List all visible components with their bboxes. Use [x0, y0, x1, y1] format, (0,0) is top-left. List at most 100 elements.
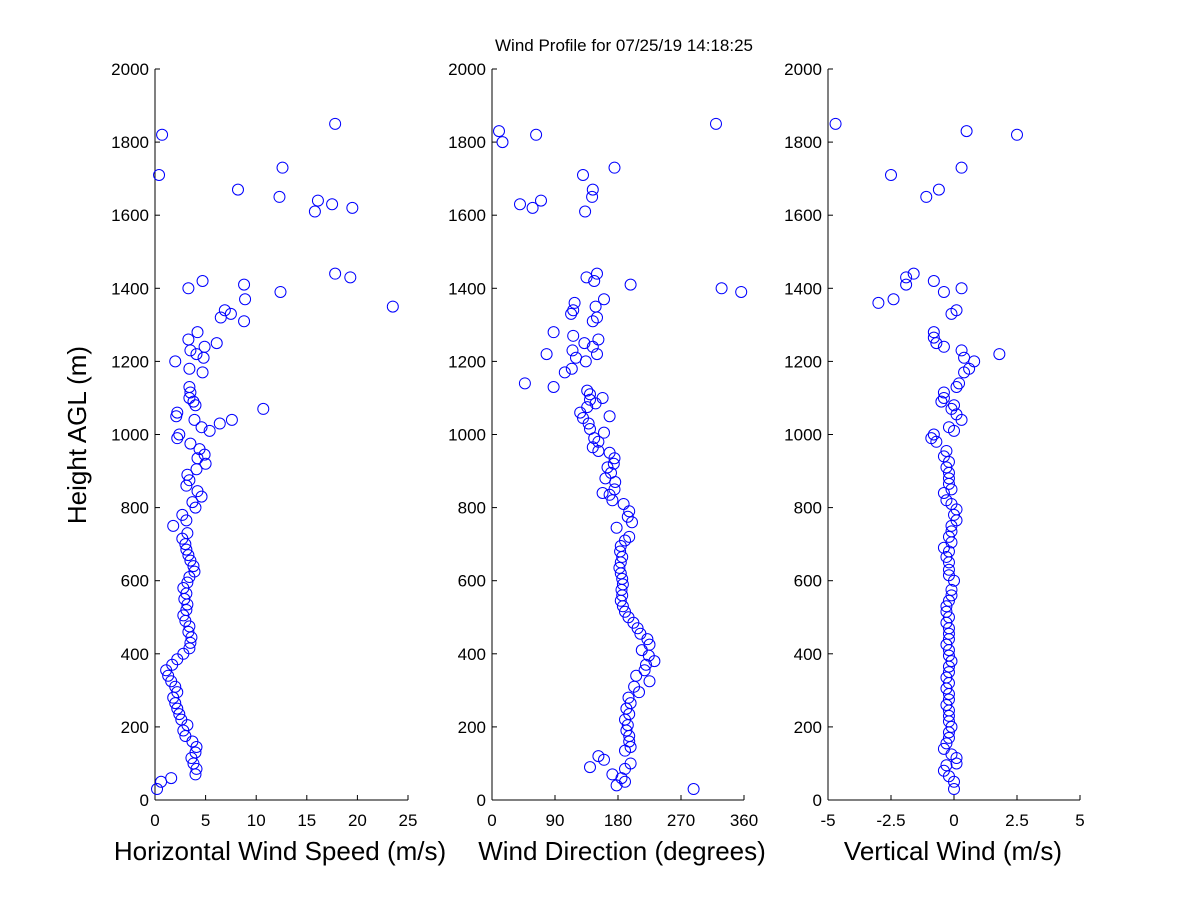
y-tick-label-vertical: 1200 [784, 352, 822, 371]
data-point-direction [624, 697, 637, 710]
data-point-direction [584, 423, 596, 436]
data-point-speed [276, 161, 289, 174]
data-point-vertical [932, 183, 945, 196]
y-tick-label-direction: 1400 [448, 279, 486, 298]
data-point-speed [169, 355, 182, 368]
data-point-vertical [1011, 128, 1023, 141]
data-point-speed [156, 128, 169, 141]
data-point-speed [187, 395, 200, 408]
data-point-direction [514, 198, 526, 211]
y-tick-label-speed: 200 [121, 718, 149, 737]
data-point-speed [213, 417, 226, 430]
data-point-speed [153, 168, 166, 181]
data-point-vertical [945, 720, 958, 733]
data-point-vertical [945, 402, 958, 415]
data-point-vertical [937, 742, 950, 755]
y-tick-label-vertical: 1000 [784, 426, 822, 445]
data-point-speed [274, 285, 287, 298]
data-point-speed [151, 783, 164, 796]
data-point-direction [577, 412, 589, 425]
panel-vertical-wind: Vertical Wind (m/s) 0 200 400 600 800 1000 120… [784, 60, 1085, 866]
data-point-vertical [940, 638, 953, 651]
data-point-speed [196, 366, 209, 379]
y-tick-label-direction: 1800 [448, 133, 486, 152]
data-point-direction [622, 691, 635, 704]
data-point-vertical [937, 285, 950, 298]
data-point-vertical [948, 399, 960, 412]
data-point-speed [175, 713, 188, 726]
xlabel-wind-direction: Wind Direction (degrees) [478, 836, 766, 866]
data-point-vertical [937, 391, 950, 404]
data-point-direction [598, 293, 610, 306]
data-point-direction [596, 391, 609, 404]
data-point-direction [578, 337, 591, 350]
data-point-speed [162, 669, 175, 682]
data-point-direction [592, 750, 605, 763]
y-tick-label-speed: 400 [121, 645, 149, 664]
y-tick-label-vertical: 200 [794, 718, 822, 737]
data-point-speed [171, 702, 184, 715]
figure-title: Wind Profile for 07/25/19 14:18:25 [495, 36, 753, 55]
data-point-vertical [950, 380, 963, 393]
data-point-vertical [900, 278, 913, 291]
y-tick-label-vertical: 400 [794, 645, 822, 664]
data-point-direction [630, 669, 643, 682]
data-point-direction [715, 282, 728, 295]
data-point-speed [231, 183, 244, 196]
data-point-vertical [955, 161, 968, 174]
data-point-speed [165, 772, 178, 785]
data-point-vertical [955, 282, 968, 295]
data-point-speed [183, 380, 196, 393]
data-point-speed [177, 609, 190, 622]
data-point-speed [199, 457, 212, 470]
data-point-direction [581, 384, 594, 397]
data-point-vertical [948, 783, 960, 796]
data-point-speed [189, 746, 202, 759]
data-point-speed [184, 437, 197, 450]
data-point-vertical [942, 563, 955, 576]
data-point-speed [184, 344, 197, 357]
data-point-direction [496, 136, 509, 149]
data-point-vertical [927, 274, 940, 287]
data-point-vertical [940, 671, 953, 684]
data-point-vertical [925, 432, 938, 445]
data-point-direction [687, 783, 700, 796]
data-point-speed [182, 333, 195, 346]
data-point-direction [591, 267, 603, 280]
data-point-vertical [960, 125, 973, 138]
data-point-direction [579, 205, 592, 218]
data-point-speed [238, 315, 251, 328]
data-point-direction [608, 483, 621, 496]
data-point-vertical [937, 450, 950, 463]
x-tick-label-direction: 180 [604, 811, 632, 830]
data-point-direction [623, 530, 636, 543]
data-point-direction [535, 194, 547, 207]
data-point-direction [643, 675, 656, 688]
data-point-direction [635, 644, 648, 657]
x-tick-label-direction: 90 [546, 811, 565, 830]
data-point-direction [530, 128, 543, 141]
data-point-direction [566, 344, 579, 357]
data-point-vertical [940, 698, 953, 711]
data-point-direction [617, 497, 630, 510]
data-point-vertical [940, 550, 953, 563]
data-point-vertical [942, 627, 955, 640]
data-point-direction [584, 388, 596, 401]
data-point-vertical [942, 611, 955, 624]
y-tick-label-vertical: 2000 [784, 60, 822, 79]
y-tick-label-speed: 1000 [111, 426, 149, 445]
x-tick-label-direction: 0 [487, 811, 496, 830]
data-point-speed [176, 508, 189, 521]
data-point-speed [183, 474, 196, 487]
panel-wind-direction: Wind Direction (degrees) 0 200 400 600 800 10… [448, 60, 766, 866]
data-point-vertical [942, 530, 955, 543]
y-tick-label-vertical: 800 [794, 499, 822, 518]
data-point-speed [188, 565, 201, 578]
data-point-speed [344, 271, 357, 284]
y-tick-label-direction: 400 [458, 645, 486, 664]
data-point-speed [196, 274, 209, 287]
data-point-direction [592, 333, 605, 346]
data-point-speed [273, 190, 286, 203]
xlabel-vertical-wind: Vertical Wind (m/s) [844, 836, 1062, 866]
